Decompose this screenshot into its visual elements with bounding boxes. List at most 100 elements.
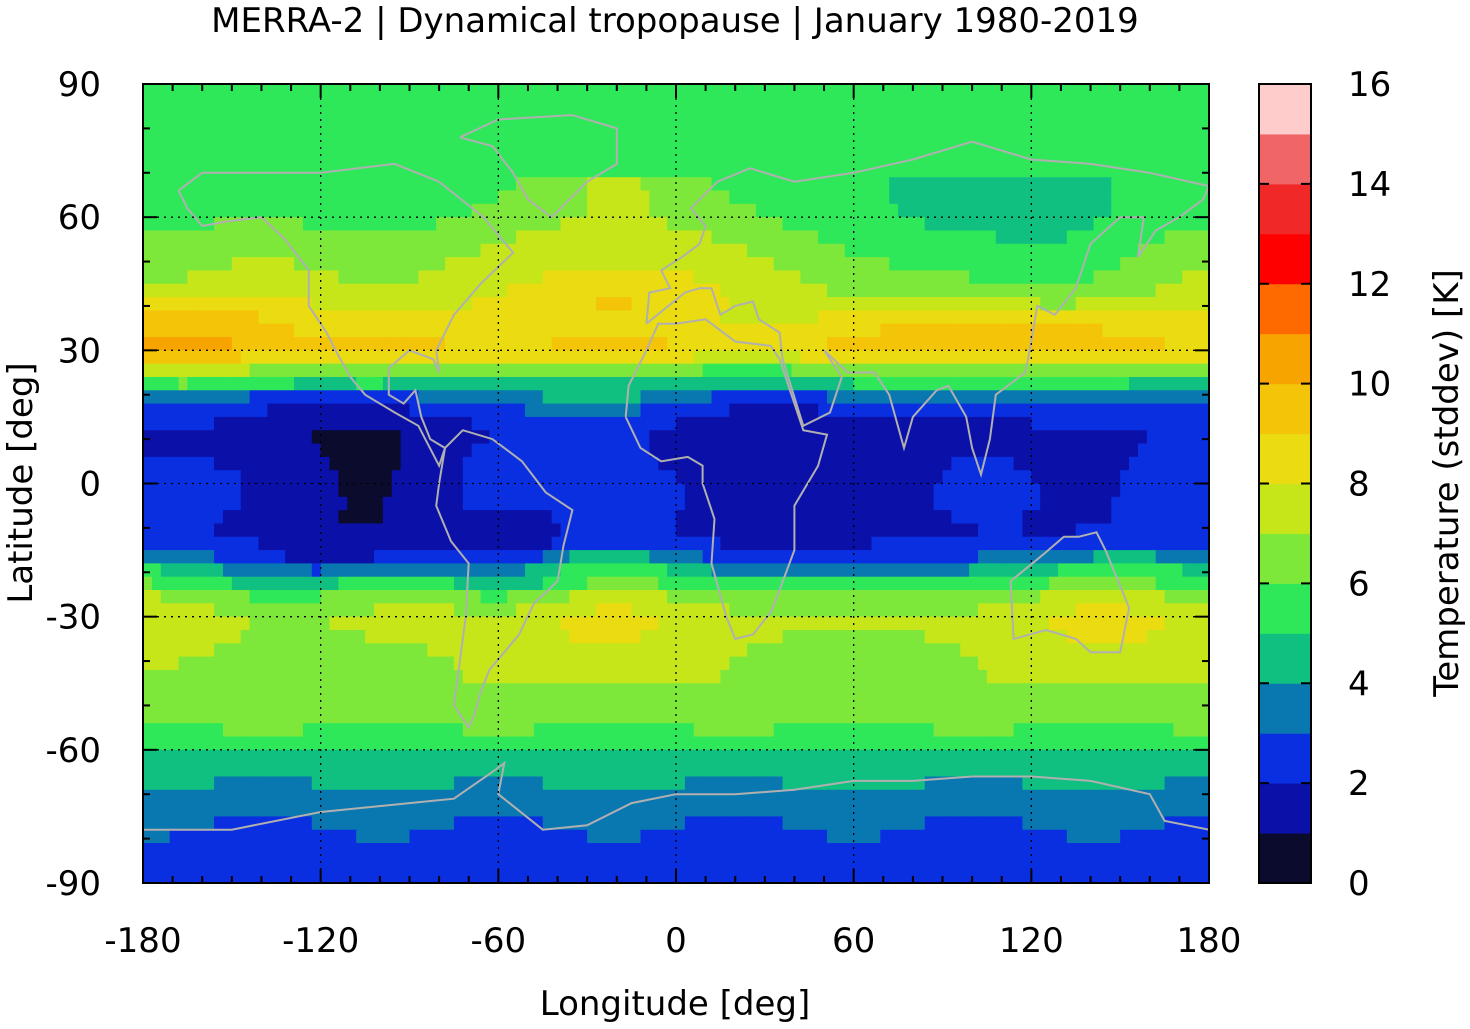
heatmap-cell <box>143 84 153 98</box>
heatmap-cell <box>933 416 944 431</box>
heatmap-cell <box>711 257 722 272</box>
heatmap-cell <box>400 323 411 338</box>
heatmap-cell <box>604 203 615 218</box>
heatmap-cell <box>791 270 801 285</box>
heatmap-cell <box>1120 97 1130 112</box>
heatmap-cell <box>258 416 268 431</box>
heatmap-cell <box>409 137 419 152</box>
heatmap-cell <box>969 243 979 258</box>
heatmap-cell <box>800 270 810 285</box>
heatmap-cell <box>915 416 926 431</box>
heatmap-cell <box>169 590 180 604</box>
heatmap-cell <box>871 84 881 98</box>
heatmap-cell <box>418 137 428 152</box>
heatmap-cell <box>196 337 206 351</box>
heatmap-cell <box>542 616 553 631</box>
heatmap-cell <box>356 203 366 218</box>
heatmap-cell <box>1040 243 1050 258</box>
heatmap-cell <box>356 603 366 618</box>
heatmap-cell <box>267 563 277 578</box>
heatmap-cell <box>578 137 588 152</box>
heatmap-cell <box>578 190 588 205</box>
heatmap-cell <box>427 257 437 272</box>
heatmap-cell <box>960 350 970 365</box>
heatmap-cell <box>169 510 180 525</box>
heatmap-cell <box>1146 616 1157 631</box>
heatmap-cell <box>684 523 695 538</box>
heatmap-cell <box>764 190 775 205</box>
heatmap-cell <box>1173 616 1183 631</box>
heatmap-cell <box>862 416 873 431</box>
heatmap-cell <box>542 483 553 498</box>
heatmap-cell <box>524 350 535 365</box>
heatmap-cell <box>1120 470 1130 485</box>
heatmap-cell <box>294 350 304 365</box>
heatmap-cell <box>524 270 535 285</box>
heatmap-cell <box>409 523 419 538</box>
heatmap-cell <box>1022 84 1032 98</box>
heatmap-cell <box>240 603 251 618</box>
heatmap-cell <box>827 84 837 98</box>
heatmap-cell <box>1155 416 1166 431</box>
heatmap-cell <box>871 270 881 285</box>
heatmap-cell <box>773 403 784 418</box>
heatmap-cell <box>214 496 224 511</box>
heatmap-cell <box>711 403 722 418</box>
heatmap-cell <box>258 376 268 391</box>
heatmap-cell <box>267 137 277 152</box>
heatmap-cell <box>702 123 713 138</box>
heatmap-cell <box>205 416 215 431</box>
heatmap-cell <box>222 137 233 152</box>
heatmap-cell <box>320 350 331 365</box>
heatmap-cell <box>818 163 828 178</box>
heatmap-cell <box>445 550 455 564</box>
heatmap-cell <box>187 217 197 232</box>
heatmap-cell <box>747 590 757 604</box>
heatmap-cell <box>569 243 579 258</box>
heatmap-cell <box>889 376 899 391</box>
heatmap-cell <box>489 536 499 551</box>
heatmap-cell <box>1120 603 1130 618</box>
heatmap-cell <box>551 137 562 152</box>
heatmap-cell <box>320 536 331 551</box>
heatmap-cell <box>267 376 277 391</box>
heatmap-cell <box>906 123 917 138</box>
heatmap-cell <box>1031 163 1041 178</box>
heatmap-cell <box>498 137 508 152</box>
heatmap-cell <box>738 376 748 391</box>
heatmap-cell <box>720 510 730 525</box>
heatmap-cell <box>1137 283 1148 298</box>
heatmap-cell <box>640 84 650 98</box>
heatmap-cell <box>800 123 810 138</box>
heatmap-cell <box>445 283 455 298</box>
heatmap-cell <box>889 177 899 192</box>
heatmap-cell <box>1084 536 1095 551</box>
heatmap-cell <box>160 416 171 431</box>
heatmap-cell <box>542 350 553 365</box>
heatmap-cell <box>1075 137 1086 152</box>
heatmap-cell <box>1191 576 1201 591</box>
heatmap-cell <box>560 629 570 644</box>
heatmap-cell <box>729 403 739 418</box>
heatmap-cell <box>1173 163 1183 178</box>
heatmap-cell <box>960 483 970 498</box>
heatmap-cell <box>436 150 446 165</box>
heatmap-cell <box>933 563 944 578</box>
heatmap-cell <box>462 603 473 618</box>
heatmap-cell <box>1066 137 1077 152</box>
heatmap-cell <box>898 177 908 192</box>
heatmap-cell <box>498 510 508 525</box>
heatmap-cell <box>524 203 535 218</box>
heatmap-cell <box>516 230 526 245</box>
heatmap-cell <box>915 443 926 458</box>
heatmap-cell <box>1031 510 1041 525</box>
heatmap-cell <box>1111 337 1121 351</box>
heatmap-cell <box>853 416 864 431</box>
heatmap-cell <box>382 590 393 604</box>
heatmap-cell <box>471 456 482 471</box>
heatmap-cell <box>1173 283 1183 298</box>
heatmap-cell <box>258 483 268 498</box>
heatmap-cell <box>1004 177 1015 192</box>
heatmap-cell <box>960 403 970 418</box>
heatmap-cell <box>800 177 810 192</box>
